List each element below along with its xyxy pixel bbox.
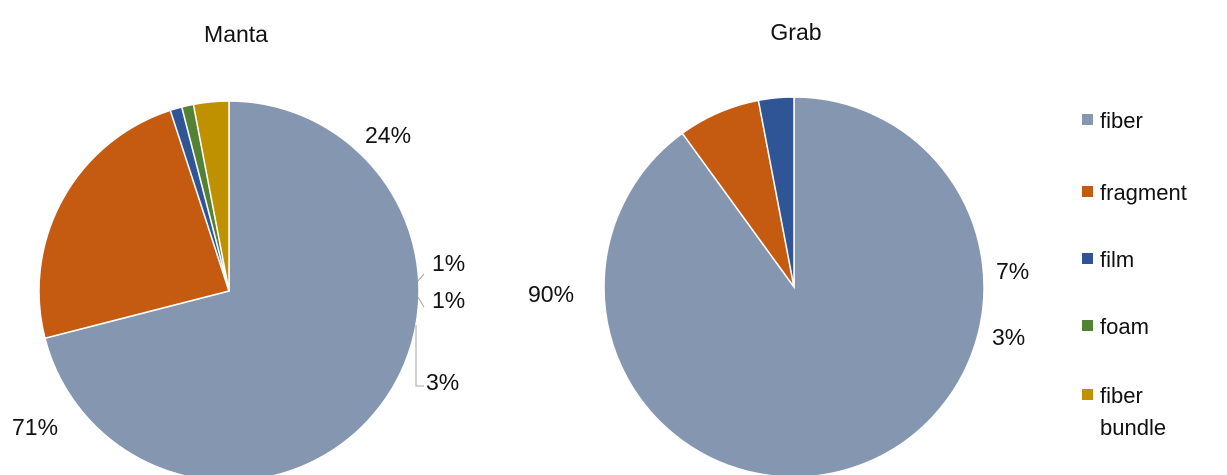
grab-slice-film [757, 96, 795, 288]
legend-swatch-film [1082, 253, 1093, 264]
manta-slice-fiber-bundle [192, 100, 230, 292]
legend-item-fiber-bundle: fiber bundle [1082, 383, 1166, 440]
manta-leader-line-fiber-bundle [415, 325, 424, 387]
legend-label-fiber: fiber [1100, 108, 1143, 133]
legend-item-film: film [1082, 247, 1134, 272]
grab-data-label-fiber: 90% [528, 281, 574, 307]
manta-chart: Manta 71% 24% 1% 1% 3% [12, 21, 465, 475]
legend-label-film: film [1100, 247, 1134, 272]
manta-data-label-foam: 1% [432, 287, 465, 313]
manta-data-label-fiber-bundle: 3% [426, 369, 459, 395]
legend-label-fiber-bundle: fiber bundle [1100, 383, 1166, 440]
manta-data-label-fragment: 24% [365, 122, 411, 148]
manta-data-label-fiber: 71% [12, 414, 58, 440]
legend: fiber fragment film foam fiber bundle [1082, 108, 1187, 440]
legend-item-fragment: fragment [1082, 180, 1187, 205]
legend-label-fragment: fragment [1100, 180, 1187, 205]
legend-label-foam: foam [1100, 314, 1149, 339]
grab-pie: 90% 7% 3% [528, 96, 1029, 475]
grab-chart: Grab 90% 7% 3% [528, 19, 1029, 475]
manta-data-label-film: 1% [432, 250, 465, 276]
legend-item-foam: foam [1082, 314, 1149, 339]
legend-swatch-fiber-bundle [1082, 389, 1093, 400]
grab-data-label-film: 3% [992, 324, 1025, 350]
grab-data-label-fragment: 7% [996, 258, 1029, 284]
manta-pie: 71% 24% 1% 1% 3% [12, 100, 465, 475]
legend-swatch-foam [1082, 320, 1093, 331]
legend-item-fiber: fiber [1082, 108, 1143, 133]
legend-swatch-fiber [1082, 114, 1093, 125]
manta-leader-line-foam [417, 296, 425, 308]
manta-slice-fiber [44, 100, 420, 475]
manta-leader-line-film [417, 273, 425, 282]
grab-chart-title: Grab [770, 19, 821, 45]
legend-swatch-fragment [1082, 186, 1093, 197]
manta-chart-title: Manta [204, 21, 268, 47]
manta-slice-fragment [38, 109, 230, 340]
